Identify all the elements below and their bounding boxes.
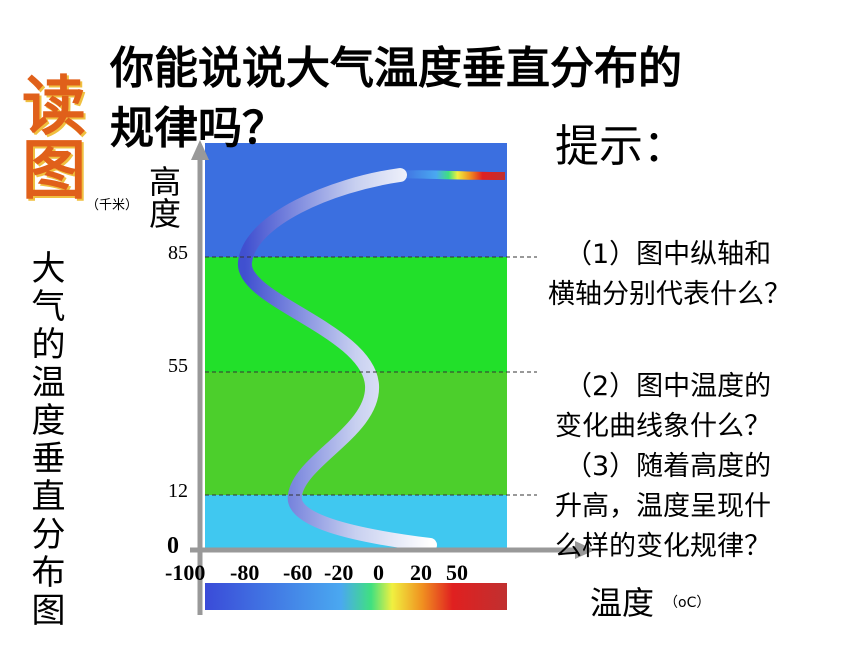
hint-line: （1）图中纵轴和 [565,239,772,270]
x-tick-label: -80 [230,560,260,585]
x-axis-label: 温度 [590,584,655,622]
hint-title: 提示： [555,121,687,172]
hint-line: 变化曲线象什么？ [555,411,771,442]
hint-line: 升高，温度呈现什 [555,491,771,522]
y-axis-label: 高度 [144,165,182,229]
color-bar [205,583,507,610]
x-tick-label: -20 [324,560,354,585]
read-label: 读图 [11,72,85,200]
y-axis-unit: （千米） [86,198,139,213]
title: 规律吗？ [110,103,286,154]
y-tick-label: 55 [168,355,188,377]
layer [205,495,507,548]
arrow [575,541,595,559]
x-tick-label: 0 [373,560,384,585]
hint-line: 么样的变化规律？ [555,531,771,562]
title: 你能说说大气温度垂直分布的 [110,43,682,94]
y-tick-label: 12 [168,480,188,502]
y-tick-label: 85 [168,242,188,264]
temperature-curve [238,168,437,552]
y-tick-label: 0 [167,533,179,559]
curve-top [380,170,505,180]
x-tick-label: -60 [283,560,313,585]
hint-line: （3）随着高度的 [565,451,772,482]
hint-line: 横轴分别代表什么？ [548,279,791,310]
x-tick-label: 20 [410,560,432,585]
side-caption: 大气的温度垂直分布图 [25,250,65,630]
x-axis-unit: （oC） [664,595,711,611]
hint-line: （2）图中温度的 [565,371,772,402]
x-tick-label: 50 [446,560,468,585]
arrow [191,140,209,160]
x-tick-label: -100 [165,560,206,585]
